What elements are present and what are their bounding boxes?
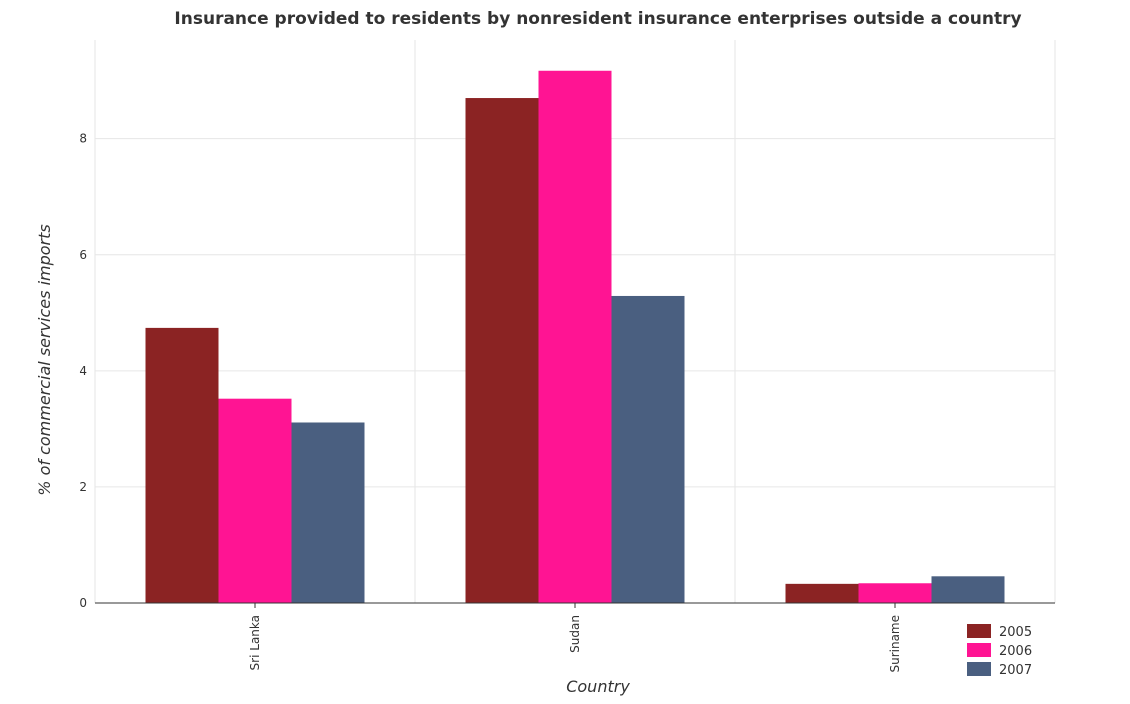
bar-2005-2	[785, 583, 859, 603]
bar-2006-2	[858, 583, 932, 603]
legend: 2005 2006 2007	[967, 624, 1032, 678]
y-tick-label: 2	[79, 480, 87, 494]
x-tick-label: Suriname	[888, 615, 902, 673]
y-tick-label: 4	[79, 364, 87, 378]
x-axis-label: Country	[566, 677, 630, 696]
bar-2005-1	[465, 98, 539, 604]
legend-swatch-2007	[967, 662, 991, 676]
bar-2007-2	[931, 576, 1005, 603]
legend-label: 2006	[999, 644, 1032, 659]
x-tick-label: Sudan	[568, 615, 582, 653]
bar-2006-0	[218, 398, 292, 603]
y-axis-label: % of commercial services imports	[35, 224, 54, 495]
bars	[145, 70, 1005, 604]
y-tick-label: 0	[79, 596, 87, 610]
legend-swatch-2005	[967, 624, 991, 638]
chart-title: Insurance provided to residents by nonre…	[174, 9, 1021, 29]
legend-label: 2007	[999, 663, 1032, 678]
x-tick-label: Sri Lanka	[248, 615, 262, 670]
bar-2007-1	[611, 295, 685, 603]
y-tick-label: 8	[79, 132, 87, 146]
legend-swatch-2006	[967, 643, 991, 657]
x-axis-ticks: Sri Lanka Sudan Suriname	[95, 602, 1055, 673]
y-tick-label: 6	[79, 248, 87, 262]
y-axis-ticks: 0 2 4 6 8	[79, 132, 87, 610]
bar-2006-1	[538, 70, 612, 604]
bar-2007-0	[291, 422, 365, 603]
legend-label: 2005	[999, 625, 1032, 640]
bar-2005-0	[145, 327, 219, 603]
